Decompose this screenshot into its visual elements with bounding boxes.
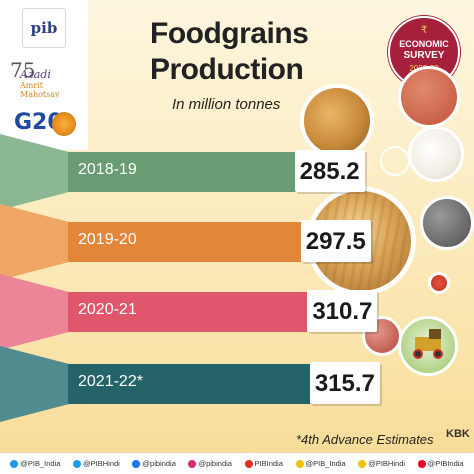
- credit-text: KBK: [446, 428, 470, 440]
- social-handle: @PIBHindi: [83, 459, 120, 468]
- rice-grain-image: [408, 126, 464, 182]
- badge-line2: SURVEY: [403, 50, 445, 61]
- category-label: 2019-20: [78, 231, 137, 248]
- bar-2018-19: 2018-19: [68, 152, 321, 192]
- value-label-box: 310.7: [307, 290, 378, 332]
- ring-decoration: [380, 146, 410, 176]
- pib-logo-text: pib: [30, 19, 58, 37]
- rupee-icon: ₹: [420, 25, 428, 36]
- g20-logo: G20: [14, 108, 80, 146]
- lotus-icon: [52, 112, 76, 136]
- footnote: *4th Advance Estimates: [296, 432, 434, 447]
- tractor-cab: [429, 329, 441, 339]
- social-link[interactable]: @PIBIndia: [417, 459, 464, 468]
- value-label-box: 315.7: [309, 362, 380, 404]
- value-label: 315.7: [314, 370, 375, 397]
- bar-wedge: [0, 274, 70, 350]
- category-label: 2020-21: [78, 301, 137, 318]
- bar-2019-20: 2019-20: [68, 222, 327, 262]
- social-link[interactable]: PIBIndia: [244, 459, 283, 468]
- bar-2020-21: 2020-21: [68, 292, 334, 332]
- social-handle: @PIBIndia: [427, 459, 464, 468]
- azadi-line1: Azadi: [20, 68, 51, 81]
- bar-2021-22: 2021-22*: [68, 364, 336, 404]
- social-icon: [244, 459, 253, 468]
- azadi-ka-amrit-mahotsav-logo: 75 Azadi Amrit Mahotsav: [10, 58, 80, 99]
- lentil-image: [362, 316, 402, 356]
- bar-wedge: [0, 204, 70, 280]
- value-label: 297.5: [305, 228, 366, 255]
- tractor-wheel: [413, 349, 423, 359]
- wheat-grain-image: [300, 84, 374, 158]
- value-label-box: 285.2: [294, 150, 365, 192]
- tractor-wheel: [433, 349, 443, 359]
- chart-subtitle: In million tonnes: [172, 96, 281, 113]
- social-icon: [417, 459, 426, 468]
- social-footer: @PIB_India @PIBHindi @pibindia @pibindia PIB…: [0, 452, 474, 474]
- chart-title: Foodgrains Production: [150, 17, 309, 86]
- red-grain-image: [428, 272, 450, 294]
- value-label-box: 297.5: [300, 220, 371, 262]
- pulse-grain-image: [398, 66, 460, 128]
- logo-column: pib 75 Azadi Amrit Mahotsav G20: [0, 0, 88, 150]
- category-label: 2018-19: [78, 161, 137, 178]
- social-handle: @pibindia: [198, 459, 232, 468]
- social-link[interactable]: @PIBHindi: [358, 459, 405, 468]
- bar-wedge: [0, 346, 70, 422]
- tractor-icon: [415, 337, 441, 351]
- social-handle: @PIB_India: [20, 459, 61, 468]
- category-label: 2021-22*: [78, 373, 143, 390]
- azadi-line2: Amrit Mahotsav: [20, 81, 60, 99]
- social-icon: [188, 459, 197, 468]
- social-link[interactable]: @PIBHindi: [73, 459, 120, 468]
- social-link[interactable]: @pibindia: [188, 459, 232, 468]
- azadi-75-text: 75: [10, 58, 36, 82]
- social-handle: @pibindia: [142, 459, 176, 468]
- social-handle: @PIB_India: [305, 459, 346, 468]
- grey-grain-image: [420, 196, 474, 250]
- badge-line1: ECONOMIC: [399, 39, 449, 49]
- social-handle: @PIBHindi: [368, 459, 406, 468]
- social-icon: [295, 459, 304, 468]
- value-label: 310.7: [312, 298, 373, 325]
- social-icon: [73, 459, 82, 468]
- social-handle: PIBIndia: [254, 459, 283, 468]
- value-label: 285.2: [299, 158, 360, 185]
- social-icon: [132, 459, 141, 468]
- tractor-image: [398, 316, 458, 376]
- pib-logo: pib: [22, 8, 66, 48]
- social-icon: [358, 459, 367, 468]
- social-link[interactable]: @PIB_India: [10, 459, 60, 468]
- social-link[interactable]: @pibindia: [132, 459, 176, 468]
- social-link[interactable]: @PIB_India: [295, 459, 346, 468]
- social-icon: [10, 459, 19, 468]
